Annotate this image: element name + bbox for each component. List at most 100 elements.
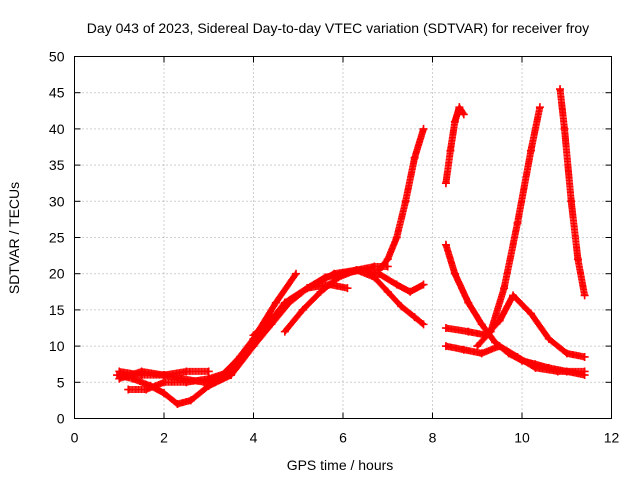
data-point bbox=[392, 280, 401, 289]
data-point bbox=[383, 255, 392, 264]
data-point bbox=[330, 269, 339, 278]
x-tick-label: 12 bbox=[604, 430, 620, 446]
data-point bbox=[410, 313, 419, 322]
data-point bbox=[477, 320, 486, 329]
data-point bbox=[292, 269, 301, 278]
y-tick-label: 20 bbox=[49, 266, 65, 282]
data-point bbox=[343, 284, 352, 293]
data-point bbox=[535, 103, 544, 112]
y-tick-label: 10 bbox=[49, 338, 65, 354]
data-point bbox=[142, 385, 151, 394]
data-point bbox=[160, 378, 168, 387]
data-layer bbox=[113, 85, 589, 409]
series-track-8 bbox=[374, 124, 428, 275]
y-tick-label: 15 bbox=[49, 302, 65, 318]
data-point bbox=[249, 331, 258, 340]
data-point bbox=[544, 334, 553, 343]
data-point bbox=[580, 352, 589, 361]
data-point bbox=[441, 342, 450, 351]
series-track-13 bbox=[473, 103, 544, 351]
data-point bbox=[459, 110, 468, 119]
data-point bbox=[486, 327, 495, 336]
data-point bbox=[459, 345, 468, 354]
data-point bbox=[477, 349, 486, 358]
x-tick-label: 2 bbox=[160, 430, 168, 446]
data-point bbox=[513, 219, 522, 228]
data-point bbox=[370, 273, 379, 282]
data-point bbox=[450, 117, 459, 126]
data-point bbox=[173, 400, 182, 409]
data-point bbox=[227, 371, 236, 380]
x-tick-label: 0 bbox=[71, 430, 79, 446]
data-point bbox=[392, 233, 401, 242]
data-point bbox=[464, 298, 473, 307]
data-point bbox=[115, 374, 124, 383]
data-point bbox=[495, 342, 504, 351]
data-point bbox=[298, 305, 307, 314]
x-tick-label: 10 bbox=[514, 430, 530, 446]
data-point bbox=[186, 396, 195, 405]
y-tick-label: 35 bbox=[49, 157, 65, 173]
series-track-6 bbox=[280, 266, 428, 336]
series-track-14 bbox=[556, 85, 589, 300]
y-tick-label: 5 bbox=[57, 374, 65, 390]
data-point bbox=[567, 197, 576, 206]
data-point bbox=[406, 287, 415, 296]
y-tick-label: 0 bbox=[57, 411, 65, 427]
data-point bbox=[441, 240, 450, 249]
data-point bbox=[562, 349, 571, 358]
data-point bbox=[160, 371, 168, 380]
y-tick-label: 45 bbox=[49, 85, 65, 101]
data-point bbox=[580, 291, 589, 300]
data-point bbox=[280, 327, 289, 336]
data-point bbox=[137, 371, 146, 380]
x-tick-label: 4 bbox=[250, 430, 258, 446]
series-track-3 bbox=[115, 367, 213, 380]
data-point bbox=[370, 262, 379, 271]
y-tick-label: 30 bbox=[49, 193, 65, 209]
data-point bbox=[303, 284, 312, 293]
x-tick-label: 8 bbox=[429, 430, 437, 446]
data-point bbox=[441, 179, 450, 188]
data-point bbox=[580, 367, 589, 376]
data-point bbox=[204, 374, 213, 383]
data-point bbox=[500, 284, 509, 293]
data-point bbox=[124, 385, 133, 394]
y-tick-label: 40 bbox=[49, 121, 65, 137]
series-track-9 bbox=[441, 103, 468, 188]
y-tick-label: 25 bbox=[49, 230, 65, 246]
data-point bbox=[249, 342, 258, 351]
marker-trail bbox=[556, 85, 588, 298]
data-point bbox=[115, 367, 124, 376]
y-axis-label: SDTVAR / TECUs bbox=[6, 182, 22, 294]
y-tick-label: 50 bbox=[49, 49, 65, 65]
data-point bbox=[556, 85, 565, 94]
data-point bbox=[352, 266, 361, 275]
data-point bbox=[473, 342, 482, 351]
data-point bbox=[446, 146, 455, 155]
data-point bbox=[316, 287, 325, 296]
data-point bbox=[450, 269, 459, 278]
data-point bbox=[397, 302, 406, 311]
data-point bbox=[553, 367, 562, 376]
data-point bbox=[383, 262, 392, 271]
data-point bbox=[271, 298, 280, 307]
data-point bbox=[182, 378, 191, 387]
series-track-11 bbox=[441, 291, 589, 361]
data-point bbox=[513, 352, 522, 361]
chart-title: Day 043 of 2023, Sidereal Day-to-day VTE… bbox=[87, 20, 589, 36]
data-point bbox=[182, 367, 191, 376]
data-point bbox=[383, 287, 392, 296]
data-point bbox=[419, 280, 428, 289]
data-point bbox=[374, 266, 383, 275]
series-track-4 bbox=[124, 367, 236, 394]
data-point bbox=[455, 103, 464, 112]
data-point bbox=[204, 367, 213, 376]
series-track-7 bbox=[249, 262, 392, 340]
data-point bbox=[526, 146, 535, 155]
data-point bbox=[531, 363, 540, 372]
data-point bbox=[419, 320, 428, 329]
data-point bbox=[464, 327, 473, 336]
marker-trail bbox=[442, 103, 467, 187]
